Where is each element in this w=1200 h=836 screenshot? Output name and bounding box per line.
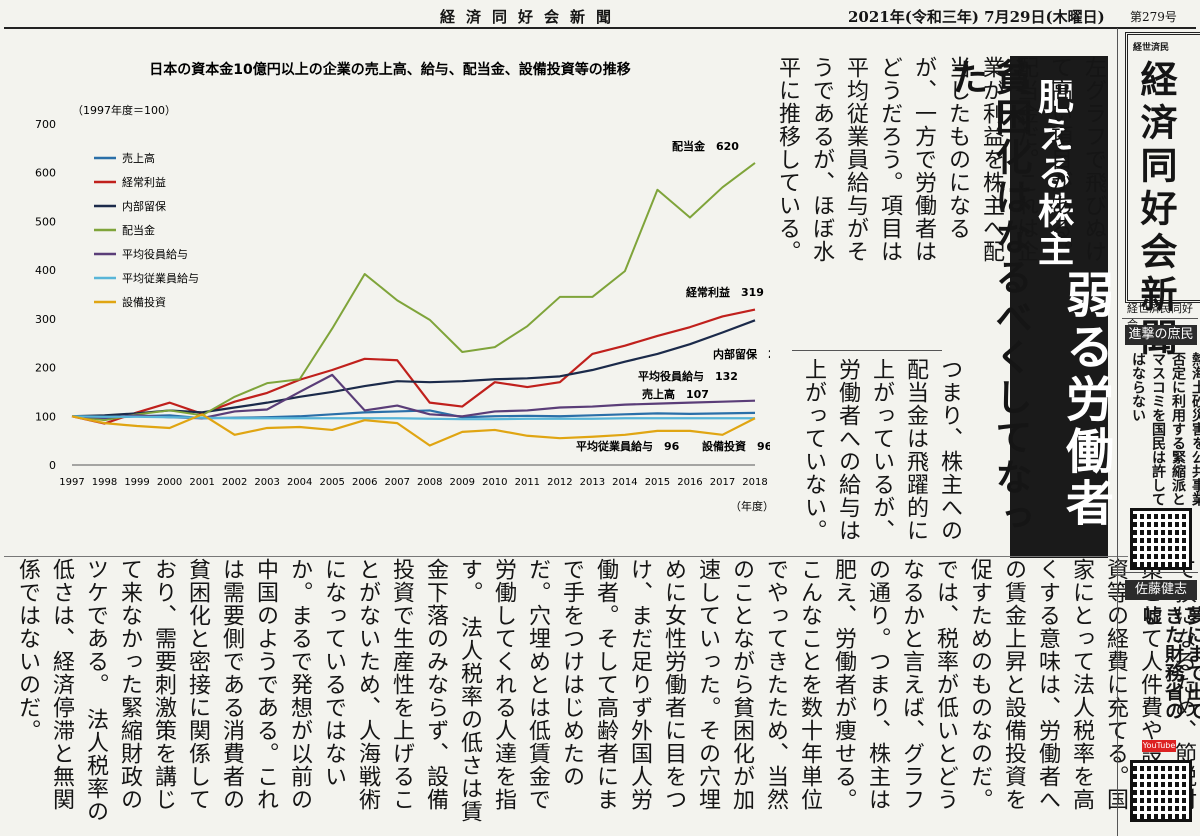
data-label: 平均従業員給与 96 bbox=[576, 439, 680, 453]
article-top-column: 左グラフで飛びぬけて高い項目がある。配当金だ。これは企業が利益を株主へ配当したも… bbox=[775, 56, 1106, 263]
header-date: 2021年(令和三年) 7月29日(木曜日) bbox=[848, 8, 1105, 26]
series-line bbox=[71, 319, 756, 418]
sidebar-item1-text[interactable]: 熱海土砂災害を公共事業否定に利用する緊縮派とマスコミを国民は許してはならない bbox=[1130, 352, 1200, 506]
headline-black-box bbox=[1010, 56, 1108, 558]
column-divider bbox=[792, 350, 942, 351]
x-tick-label: 1997 bbox=[59, 477, 84, 488]
legend-label: 設備投資 bbox=[122, 295, 166, 309]
qr-code-icon[interactable] bbox=[1130, 508, 1192, 570]
headline-main-2: 弱る労働者 bbox=[1057, 270, 1113, 530]
chart-subtitle: （1997年度＝100） bbox=[72, 103, 176, 117]
series-line bbox=[71, 415, 755, 421]
data-label: 平均役員給与 132 bbox=[638, 369, 738, 383]
legend-label: 平均従業員給与 bbox=[122, 271, 199, 285]
sidebar-item1-tag[interactable]: 進撃の庶民 bbox=[1125, 325, 1197, 345]
chart-series-group bbox=[71, 162, 756, 447]
sidebar-divider bbox=[1122, 318, 1198, 319]
y-tick-label: 0 bbox=[49, 459, 56, 472]
header-paper-name: 経済同好会新聞 bbox=[440, 8, 623, 26]
data-label: 内部留保 297 bbox=[713, 347, 770, 361]
legend-label: 平均役員給与 bbox=[122, 247, 188, 261]
series-line bbox=[71, 308, 756, 425]
x-tick-label: 2006 bbox=[352, 477, 377, 488]
x-tick-label: 2003 bbox=[254, 477, 279, 488]
section-divider bbox=[4, 556, 1128, 557]
chart-axes: 0 100 200 300 400 500 600 700 1997 1998 1999 2000 20… bbox=[35, 118, 768, 488]
x-tick-label: 2015 bbox=[645, 477, 670, 488]
series-line bbox=[71, 162, 756, 422]
article-top-column-2: つまり、株主への配当金は飛躍的に上がっているが、労働者への給与は上がっていない。 bbox=[801, 358, 962, 542]
x-tick-label: 2001 bbox=[189, 477, 214, 488]
sidebar-rule bbox=[1117, 28, 1118, 836]
x-tick-label: 2000 bbox=[157, 477, 182, 488]
data-label: 経常利益 319 bbox=[686, 285, 764, 299]
data-label: 配当金 620 bbox=[672, 139, 739, 153]
y-tick-label: 400 bbox=[35, 264, 56, 277]
line-chart: 日本の資本金10億円以上の企業の売上高、給与、配当金、設備投資等の推移 （199… bbox=[35, 61, 770, 513]
header-rule bbox=[4, 27, 1196, 29]
sidebar-item2-tag[interactable]: 佐藤健志 bbox=[1125, 580, 1197, 600]
x-tick-label: 2016 bbox=[677, 477, 702, 488]
x-tick-label: 2017 bbox=[710, 477, 735, 488]
masthead-box bbox=[1125, 32, 1200, 303]
x-tick-label: 2009 bbox=[450, 477, 475, 488]
y-tick-label: 700 bbox=[35, 118, 56, 131]
chart-title: 日本の資本金10億円以上の企業の売上高、給与、配当金、設備投資等の推移 bbox=[149, 61, 630, 78]
x-tick-label: 2014 bbox=[612, 477, 637, 488]
x-tick-label: 2013 bbox=[580, 477, 605, 488]
x-tick-label: 2007 bbox=[385, 477, 410, 488]
sidebar-item2-text[interactable]: 夢にまで出てきた財務省の嘘 bbox=[1140, 606, 1200, 720]
data-label: 売上高 107 bbox=[642, 387, 709, 401]
masthead-title: 経済同好会新聞 bbox=[1134, 60, 1178, 361]
x-tick-label: 2010 bbox=[482, 477, 507, 488]
headline-main-1: 肥える株主 bbox=[1032, 78, 1073, 268]
data-label: 設備投資 96 bbox=[702, 439, 770, 453]
qr-code-icon[interactable] bbox=[1130, 760, 1192, 822]
x-tick-label: 2004 bbox=[287, 477, 312, 488]
x-tick-label: 2012 bbox=[547, 477, 572, 488]
x-tick-label: 2008 bbox=[417, 477, 442, 488]
masthead-small: 経世済民 bbox=[1133, 43, 1170, 53]
masthead-caption: 経世済民同好会 bbox=[1127, 302, 1193, 331]
y-tick-label: 600 bbox=[35, 167, 56, 180]
x-tick-label: 1999 bbox=[124, 477, 149, 488]
article-bottom-column: 設備投資にしろ、低迷が続いていることが見てとれる。 以前、当新聞でも触れてきたが… bbox=[15, 558, 1196, 823]
x-tick-label: 2002 bbox=[222, 477, 247, 488]
x-tick-label: 1998 bbox=[92, 477, 117, 488]
x-tick-label: 2018 bbox=[742, 477, 767, 488]
y-tick-label: 100 bbox=[35, 410, 56, 423]
y-tick-label: 200 bbox=[35, 362, 56, 375]
x-tick-label: 2011 bbox=[515, 477, 540, 488]
sidebar-divider bbox=[1122, 572, 1198, 573]
series-line bbox=[71, 413, 756, 447]
subheadline: 貧困化はなるべくしてなった bbox=[945, 58, 1032, 538]
y-tick-label: 300 bbox=[35, 313, 56, 326]
legend-label: 経常利益 bbox=[122, 175, 166, 189]
x-tick-label: 2005 bbox=[319, 477, 344, 488]
y-tick-label: 500 bbox=[35, 215, 56, 228]
chart-x-axis-label: （年度） bbox=[730, 499, 770, 513]
legend-label: 売上高 bbox=[122, 151, 155, 165]
legend-label: 配当金 bbox=[122, 223, 155, 237]
legend-label: 内部留保 bbox=[122, 199, 166, 213]
header-issue-number: 第279号 bbox=[1130, 10, 1177, 24]
chart-annotations: 配当金 620 経常利益 319 内部留保 297 平均役員給与 132 売上高 107… bbox=[576, 139, 770, 453]
youtube-icon[interactable]: YouTube bbox=[1142, 740, 1176, 752]
